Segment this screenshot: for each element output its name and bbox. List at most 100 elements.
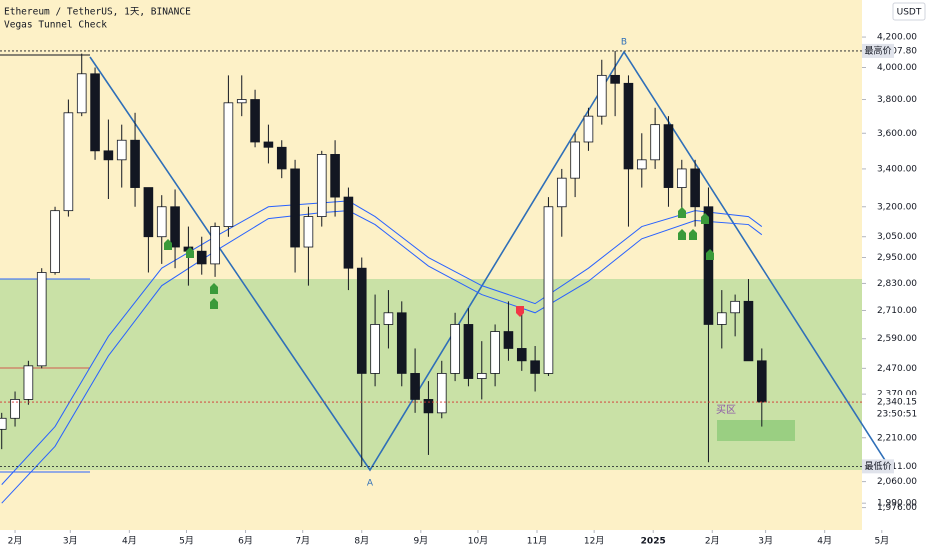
price-tag: 最低价 xyxy=(864,460,891,472)
candle-body xyxy=(743,300,754,362)
x-tick-label: 9月 xyxy=(413,536,428,547)
x-tick-label: 12月 xyxy=(584,536,604,547)
y-tick-label: 3,200.00 xyxy=(877,202,917,212)
y-tick-label: 2,370.00 xyxy=(877,390,917,400)
buy-signal xyxy=(689,229,697,240)
buy-signal xyxy=(706,249,714,260)
candle-body xyxy=(690,168,700,208)
buy-box xyxy=(717,420,795,441)
candle-body xyxy=(410,373,420,400)
candle-body xyxy=(396,312,407,374)
candle-body xyxy=(23,365,34,400)
currency: USDT xyxy=(897,8,922,18)
countdown: 23:50:51 xyxy=(877,410,917,420)
candle-body xyxy=(130,139,140,188)
candle-body xyxy=(583,115,594,143)
candle-body xyxy=(623,82,634,170)
candle-body xyxy=(676,168,687,188)
candle-body xyxy=(250,99,260,143)
vegas-tunnel-line xyxy=(1,210,763,504)
candle-body xyxy=(343,196,354,269)
candle-body xyxy=(490,331,500,374)
candle-body xyxy=(276,146,287,170)
buy-signal xyxy=(678,207,686,218)
y-tick-label: 1,990.00 xyxy=(877,499,917,509)
x-tick-label: 3月 xyxy=(63,536,78,547)
buy-signal xyxy=(701,213,709,224)
candle-body xyxy=(516,348,527,362)
x-tick-label: 6月 xyxy=(238,536,253,547)
candle-body xyxy=(356,267,367,374)
candle-body xyxy=(530,360,540,374)
x-tick-label: 3月 xyxy=(758,536,773,547)
candle-body xyxy=(290,168,300,248)
candle-body xyxy=(330,154,340,198)
price-tag: 最高价 xyxy=(864,44,891,56)
candle-body xyxy=(423,399,434,414)
zone-label: 买区 xyxy=(716,404,736,416)
candle-body xyxy=(210,226,220,265)
candle-body xyxy=(303,216,314,248)
candle-body xyxy=(650,124,660,161)
candle-body xyxy=(76,73,87,114)
candle-body xyxy=(543,206,554,374)
candle-body xyxy=(570,141,580,179)
candle-body xyxy=(170,206,180,248)
candle-body xyxy=(143,187,154,238)
y-tick-label: 2,710.00 xyxy=(877,306,917,316)
x-tick-label: 10月 xyxy=(468,536,488,547)
point-label: A xyxy=(367,479,374,489)
buy-signal xyxy=(186,247,194,258)
candle-body xyxy=(10,399,20,419)
y-tick-label: 3,800.00 xyxy=(877,95,917,105)
candle-body xyxy=(116,139,127,161)
candle-body xyxy=(663,124,674,188)
candle-body xyxy=(730,300,740,314)
candle-body xyxy=(90,73,100,152)
y-tick-label: 2,950.00 xyxy=(877,253,917,263)
candle-body xyxy=(36,272,47,367)
signal-markers xyxy=(164,207,714,309)
candle-body xyxy=(703,206,714,325)
time-axis-panel xyxy=(0,530,862,550)
candle-body xyxy=(476,373,487,379)
x-tick-label: 5月 xyxy=(179,536,194,547)
buy-signal xyxy=(164,239,172,250)
candle-body xyxy=(316,154,327,217)
candle-body xyxy=(50,210,60,273)
candle-body xyxy=(156,206,167,238)
y-tick-label: 4,200.00 xyxy=(877,33,917,43)
point-label: B xyxy=(621,38,627,48)
y-tick-label: 3,050.00 xyxy=(877,232,917,242)
candle-body xyxy=(370,324,380,374)
candle-body xyxy=(436,373,447,414)
y-tick-label: 2,830.00 xyxy=(877,279,917,289)
candle-body xyxy=(63,112,74,212)
buy-signal xyxy=(210,298,218,309)
price-label-box xyxy=(863,395,931,410)
candle-body xyxy=(450,324,460,374)
price-tag-box xyxy=(862,459,894,474)
x-tick-label: 7月 xyxy=(295,536,310,547)
x-tick-label: 11月 xyxy=(527,536,547,547)
x-tick-label: 4月 xyxy=(817,536,832,547)
candle-body xyxy=(383,312,394,325)
y-tick-label: 2,210.00 xyxy=(877,433,917,443)
candle-body xyxy=(716,312,727,325)
price-label: 4,107.80 xyxy=(877,46,917,56)
y-tick-label: 3,400.00 xyxy=(877,164,917,174)
price-tag-box xyxy=(862,43,894,58)
y-tick-label: 1,976.00 xyxy=(877,503,917,513)
plot xyxy=(0,50,767,504)
sell-signal xyxy=(516,306,524,317)
buy-signal xyxy=(678,229,686,240)
x-tick-label: 5月 xyxy=(874,536,889,547)
price-label: 2,340.15 xyxy=(877,398,917,408)
candle-body xyxy=(596,74,607,117)
candle-body xyxy=(463,324,474,379)
candle-body xyxy=(756,360,767,403)
y-tick-label: 3,600.00 xyxy=(877,129,917,139)
y-tick-label: 2,590.00 xyxy=(877,334,917,344)
